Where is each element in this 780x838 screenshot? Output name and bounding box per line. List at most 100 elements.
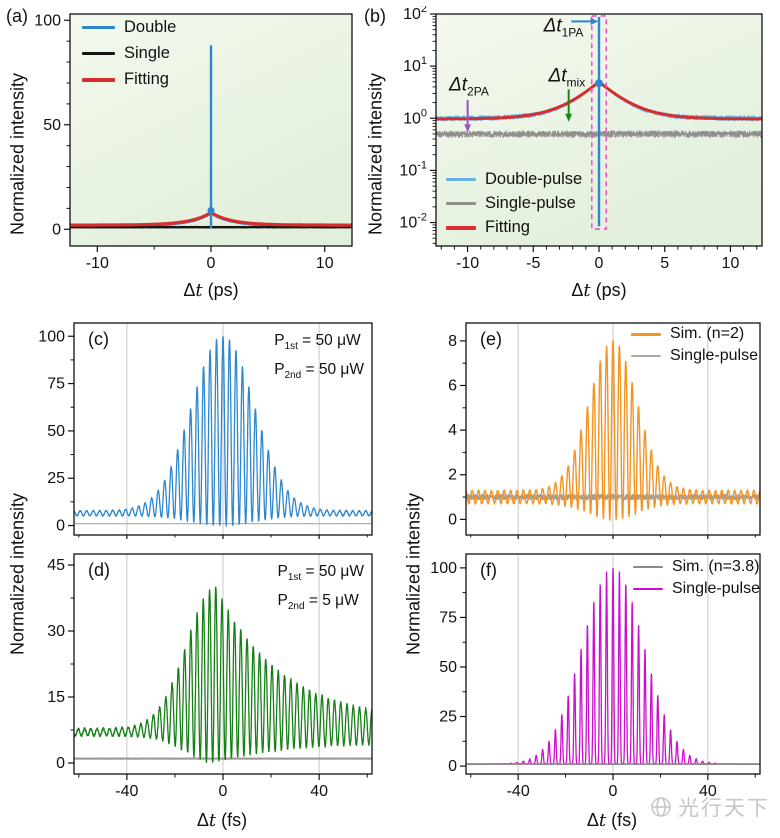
panel-a-label: (a) bbox=[6, 6, 28, 26]
svg-text:4: 4 bbox=[448, 422, 457, 439]
panel-e-label: (e) bbox=[480, 329, 502, 349]
panel-e-plot: 0 2 4 6 8 (e) Sim. (n=2) Single-pulse bbox=[426, 317, 766, 548]
legend-item-label: Sim. (n=2) bbox=[669, 325, 745, 342]
panel-a-group: (a) Normalized intensity -10 0 10 0 50 100 Do… bbox=[6, 6, 360, 301]
legend-item-label: Double bbox=[124, 18, 177, 36]
legend-item: Fitting bbox=[446, 218, 582, 237]
svg-text:25: 25 bbox=[439, 709, 457, 726]
panel-f-chart: -40 0 40 0 25 50 75 100 bbox=[430, 553, 761, 800]
bottom-row: Normalized intensity 0 25 50 75 100 (c) P1st… bbox=[6, 317, 776, 831]
svg-text:10: 10 bbox=[316, 255, 334, 272]
legend-line-sample bbox=[82, 26, 115, 29]
svg-text:100: 100 bbox=[34, 12, 61, 29]
panel-d-xlabel: Δt (fs) bbox=[196, 810, 248, 831]
legend-item: Single-pulse bbox=[446, 194, 582, 213]
legend-item: Fitting bbox=[82, 70, 176, 89]
panel-a-plot: -10 0 10 0 50 100 Double Single Fitting bbox=[30, 6, 360, 279]
panel-d-label: (d) bbox=[88, 560, 110, 580]
power-line: P2nd = 5 μW bbox=[277, 591, 359, 612]
legend-item: Sim. (n=2) bbox=[630, 325, 758, 343]
svg-text:5: 5 bbox=[660, 255, 669, 272]
panel-ef-group: Normalized intensity 0 2 4 6 8 (e) Sim. (n=2… bbox=[402, 317, 766, 831]
svg-text:45: 45 bbox=[47, 557, 65, 574]
legend-item-label: Fitting bbox=[485, 218, 530, 236]
svg-text:100: 100 bbox=[430, 560, 457, 577]
legend-line-sample bbox=[446, 178, 476, 181]
legend-line-sample bbox=[82, 52, 115, 55]
legend-line-sample bbox=[632, 587, 663, 591]
svg-text:0: 0 bbox=[595, 255, 604, 272]
legend-item-label: Single bbox=[124, 44, 170, 62]
svg-text:0: 0 bbox=[56, 755, 65, 772]
legend-line-sample bbox=[632, 565, 663, 569]
panel-b-group: (b) Normalized intensity -10 -5 0 5 10 10-2 10… bbox=[364, 3, 770, 301]
svg-text:0: 0 bbox=[609, 783, 618, 800]
svg-text:30: 30 bbox=[47, 623, 65, 640]
legend-item: Single-pulse bbox=[632, 580, 760, 598]
svg-text:25: 25 bbox=[47, 470, 65, 487]
svg-text:8: 8 bbox=[448, 333, 457, 350]
panel-d-power-info: P1st = 50 μW P2nd = 5 μW bbox=[278, 558, 364, 615]
svg-text:Δt1PA: Δt1PA bbox=[543, 15, 584, 39]
svg-text:Δtmix: Δtmix bbox=[548, 65, 586, 89]
panel-cd-group: Normalized intensity 0 25 50 75 100 (c) P1st… bbox=[6, 317, 378, 831]
panel-b-xlabel: Δt (ps) bbox=[571, 280, 627, 301]
svg-text:101: 101 bbox=[403, 55, 427, 75]
panel-c-chart: 0 25 50 75 100 bbox=[38, 322, 373, 539]
legend-item-label: Fitting bbox=[124, 70, 169, 88]
panel-cd-ylabel: Normalized intensity bbox=[7, 492, 28, 656]
panel-b-plot: -10 -5 0 5 10 10-2 10-1 100 101 102 Δt1PA Δtmix Δt2P… bbox=[388, 3, 770, 279]
svg-text:0: 0 bbox=[448, 511, 457, 528]
panel-c-label: (c) bbox=[88, 329, 109, 349]
panel-f-legend: Sim. (n=3.8) Single-pulse bbox=[632, 558, 760, 598]
panel-a-xlabel: Δt (ps) bbox=[183, 280, 239, 301]
panel-ef-ylabel: Normalized intensity bbox=[403, 492, 424, 656]
svg-text:-10: -10 bbox=[456, 255, 479, 272]
svg-text:2: 2 bbox=[448, 467, 457, 484]
legend-line-sample bbox=[446, 225, 476, 230]
svg-text:50: 50 bbox=[43, 117, 61, 134]
panel-b-label: (b) bbox=[364, 6, 386, 26]
svg-text:0: 0 bbox=[219, 783, 228, 800]
panel-c-power-info: P1st = 50 μW P2nd = 50 μW bbox=[274, 327, 364, 384]
svg-text:75: 75 bbox=[47, 376, 65, 393]
legend-item-label: Sim. (n=3.8) bbox=[671, 558, 760, 575]
legend-line-sample bbox=[630, 332, 661, 336]
svg-text:-40: -40 bbox=[115, 783, 138, 800]
legend-item: Double-pulse bbox=[446, 170, 582, 189]
svg-text:0: 0 bbox=[52, 221, 61, 238]
panel-b-legend: Double-pulse Single-pulse Fitting bbox=[446, 170, 582, 237]
panel-e-chart: 0 2 4 6 8 bbox=[448, 322, 761, 539]
svg-text:15: 15 bbox=[47, 689, 65, 706]
panel-d-chart: -40 0 40 0 15 30 45 bbox=[47, 553, 373, 800]
svg-text:-5: -5 bbox=[526, 255, 540, 272]
power-line: P2nd = 50 μW bbox=[274, 360, 364, 381]
svg-text:40: 40 bbox=[699, 783, 717, 800]
svg-text:75: 75 bbox=[439, 609, 457, 626]
panel-a-ylabel: Normalized intensity bbox=[7, 72, 28, 235]
svg-text:102: 102 bbox=[403, 6, 427, 23]
panel-f-plot: -40 0 40 0 25 50 75 100 (f) Sim. (n=3.8) Single… bbox=[426, 552, 766, 809]
legend-item-label: Single-pulse bbox=[485, 194, 576, 212]
svg-text:6: 6 bbox=[448, 377, 457, 394]
panel-b-chart: -10 -5 0 5 10 10-2 10-1 100 101 102 Δt1PA Δtmix Δt2P… bbox=[399, 3, 763, 272]
watermark-text: 光行天下 bbox=[678, 797, 770, 820]
power-line: P1st = 50 μW bbox=[277, 563, 364, 584]
svg-text:Δt2PA: Δt2PA bbox=[448, 75, 489, 99]
power-line: P1st = 50 μW bbox=[274, 332, 361, 353]
panel-c-plot: 0 25 50 75 100 (c) P1st = 50 μW P2nd = 50 μW bbox=[30, 317, 378, 548]
panel-f-xlabel: Δt (fs) bbox=[586, 810, 638, 831]
watermark: 光行天下 bbox=[649, 792, 770, 822]
legend-line-sample bbox=[630, 355, 661, 357]
svg-text:0: 0 bbox=[207, 255, 216, 272]
panel-a-legend: Double Single Fitting bbox=[82, 18, 176, 89]
panel-d-plot: -40 0 40 0 15 30 45 (d) P1st = 50 μW P2nd = 5 … bbox=[30, 552, 378, 809]
svg-text:0: 0 bbox=[56, 518, 65, 535]
svg-text:50: 50 bbox=[439, 659, 457, 676]
legend-item: Double bbox=[82, 18, 176, 37]
top-row: (a) Normalized intensity -10 0 10 0 50 100 Do… bbox=[6, 3, 776, 301]
svg-text:0: 0 bbox=[448, 758, 457, 775]
legend-item-label: Single-pulse bbox=[669, 347, 758, 364]
svg-text:100: 100 bbox=[38, 328, 65, 345]
